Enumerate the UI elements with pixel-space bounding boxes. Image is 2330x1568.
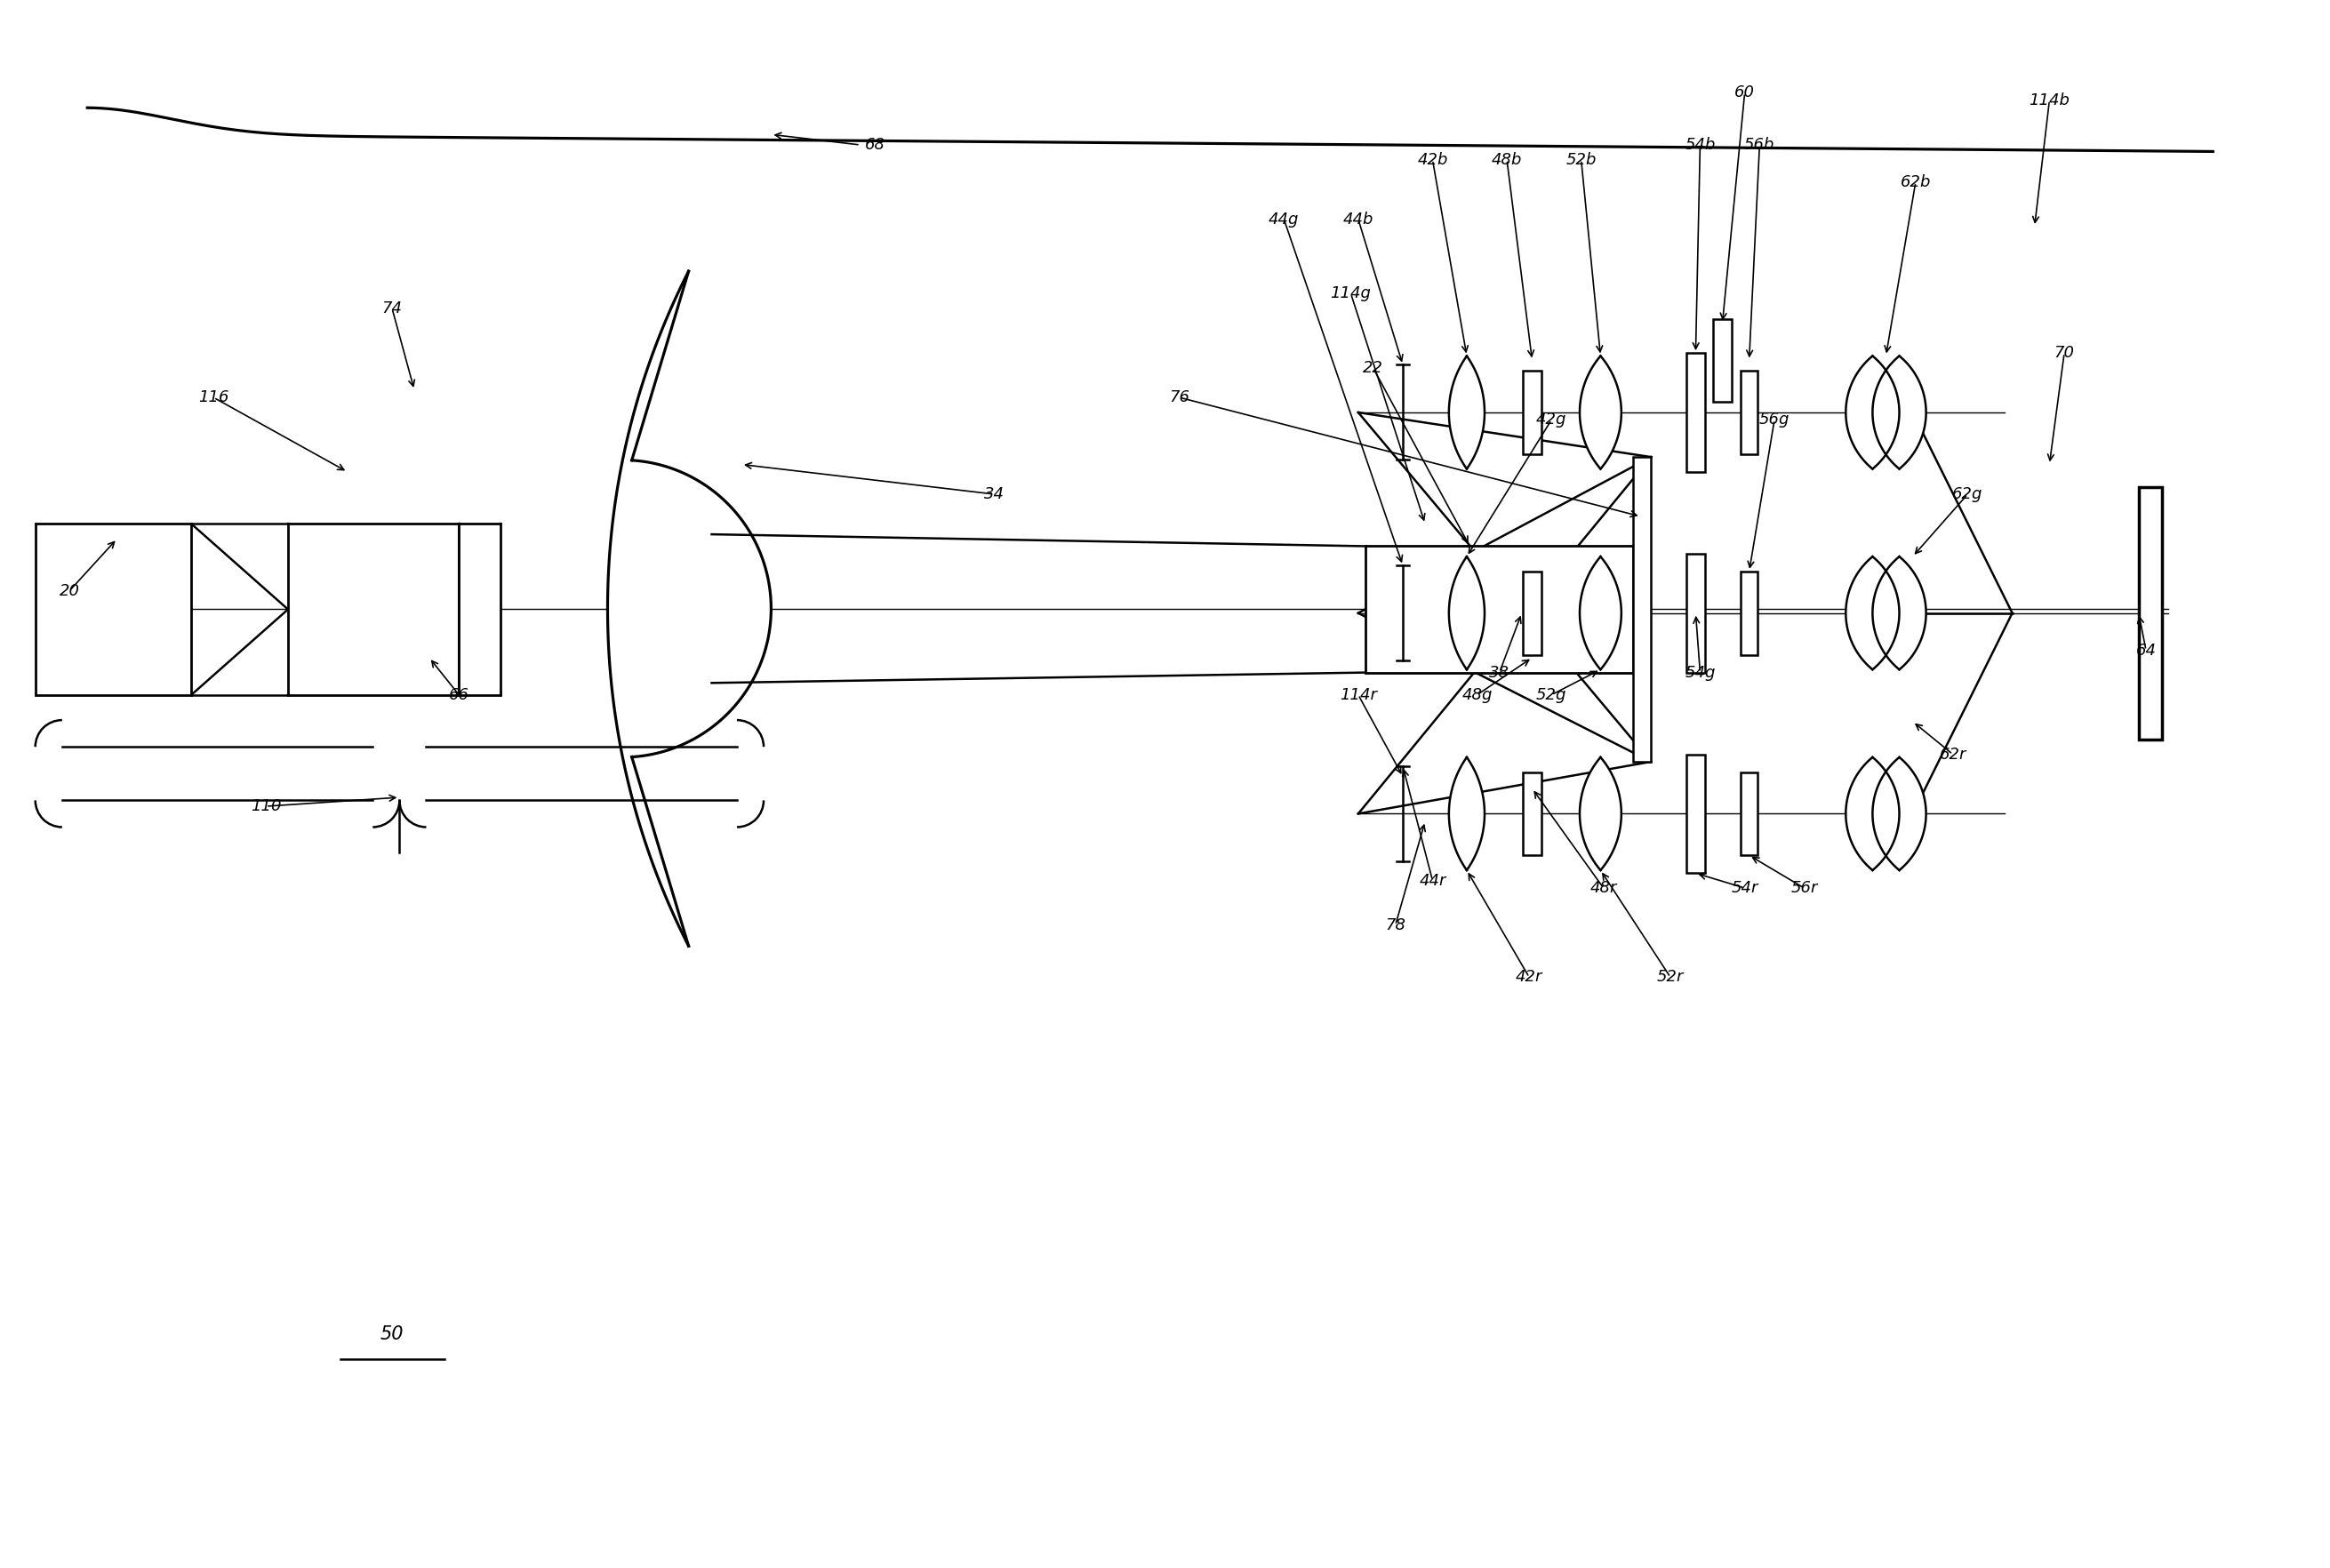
Text: 44g: 44g [1268, 212, 1300, 227]
Polygon shape [1580, 757, 1622, 870]
Text: 74: 74 [382, 301, 403, 317]
Polygon shape [1449, 356, 1484, 469]
Bar [1687, 554, 1706, 673]
Text: 68: 68 [864, 136, 885, 154]
Text: 50: 50 [380, 1325, 403, 1342]
Polygon shape [1845, 557, 1899, 670]
Text: 44b: 44b [1342, 212, 1372, 227]
Text: 76: 76 [1170, 389, 1191, 406]
Text: 42r: 42r [1517, 969, 1542, 985]
Bar [459, 524, 501, 695]
Text: 56g: 56g [1759, 412, 1789, 428]
Polygon shape [1873, 356, 1927, 469]
Text: 48r: 48r [1589, 880, 1617, 895]
Bar [1741, 571, 1757, 655]
Text: 70: 70 [2055, 345, 2074, 361]
Text: 54b: 54b [1685, 136, 1715, 154]
Bar [1687, 353, 1706, 472]
Text: 62b: 62b [1901, 174, 1932, 190]
Bar [1524, 370, 1540, 455]
Text: 42g: 42g [1535, 412, 1566, 428]
Text: 110: 110 [249, 798, 282, 814]
Bar [1633, 456, 1652, 762]
Text: 22: 22 [1363, 359, 1384, 376]
Text: 116: 116 [198, 389, 228, 406]
Text: 114b: 114b [2029, 93, 2069, 108]
Text: 34: 34 [983, 486, 1004, 502]
Bar [1524, 571, 1540, 655]
Bar [289, 524, 459, 695]
Polygon shape [1873, 557, 1927, 670]
Bar [1741, 771, 1757, 855]
Text: 60: 60 [1734, 85, 1754, 100]
Text: 38: 38 [1489, 665, 1510, 681]
Bar [1741, 370, 1757, 455]
Text: 66: 66 [450, 687, 468, 702]
Text: 48b: 48b [1491, 152, 1521, 168]
Text: 44r: 44r [1419, 873, 1447, 889]
Text: 56b: 56b [1745, 136, 1775, 154]
Bar [1687, 754, 1706, 873]
Polygon shape [1873, 757, 1927, 870]
Bar [1524, 771, 1540, 855]
Polygon shape [1845, 757, 1899, 870]
Text: 54g: 54g [1685, 665, 1715, 681]
Polygon shape [1449, 757, 1484, 870]
Text: 42b: 42b [1417, 152, 1447, 168]
Text: 54r: 54r [1731, 880, 1759, 895]
Polygon shape [608, 271, 771, 946]
Text: 52g: 52g [1535, 687, 1566, 702]
Polygon shape [1580, 557, 1622, 670]
Text: 78: 78 [1384, 917, 1405, 933]
Text: 114r: 114r [1340, 687, 1377, 702]
Bar [1713, 318, 1731, 401]
Text: 56r: 56r [1792, 880, 1817, 895]
Text: 52b: 52b [1566, 152, 1596, 168]
Text: 114g: 114g [1330, 285, 1370, 301]
Text: 48g: 48g [1461, 687, 1494, 702]
Polygon shape [1580, 356, 1622, 469]
Text: 52r: 52r [1657, 969, 1685, 985]
Bar [1365, 546, 1633, 673]
Bar [2139, 486, 2162, 740]
Text: 20: 20 [58, 583, 79, 599]
Bar [35, 524, 191, 695]
Text: 64: 64 [2137, 643, 2155, 659]
Text: 62r: 62r [1939, 746, 1967, 762]
Polygon shape [1449, 557, 1484, 670]
Polygon shape [1845, 356, 1899, 469]
Text: 62g: 62g [1953, 486, 1983, 502]
